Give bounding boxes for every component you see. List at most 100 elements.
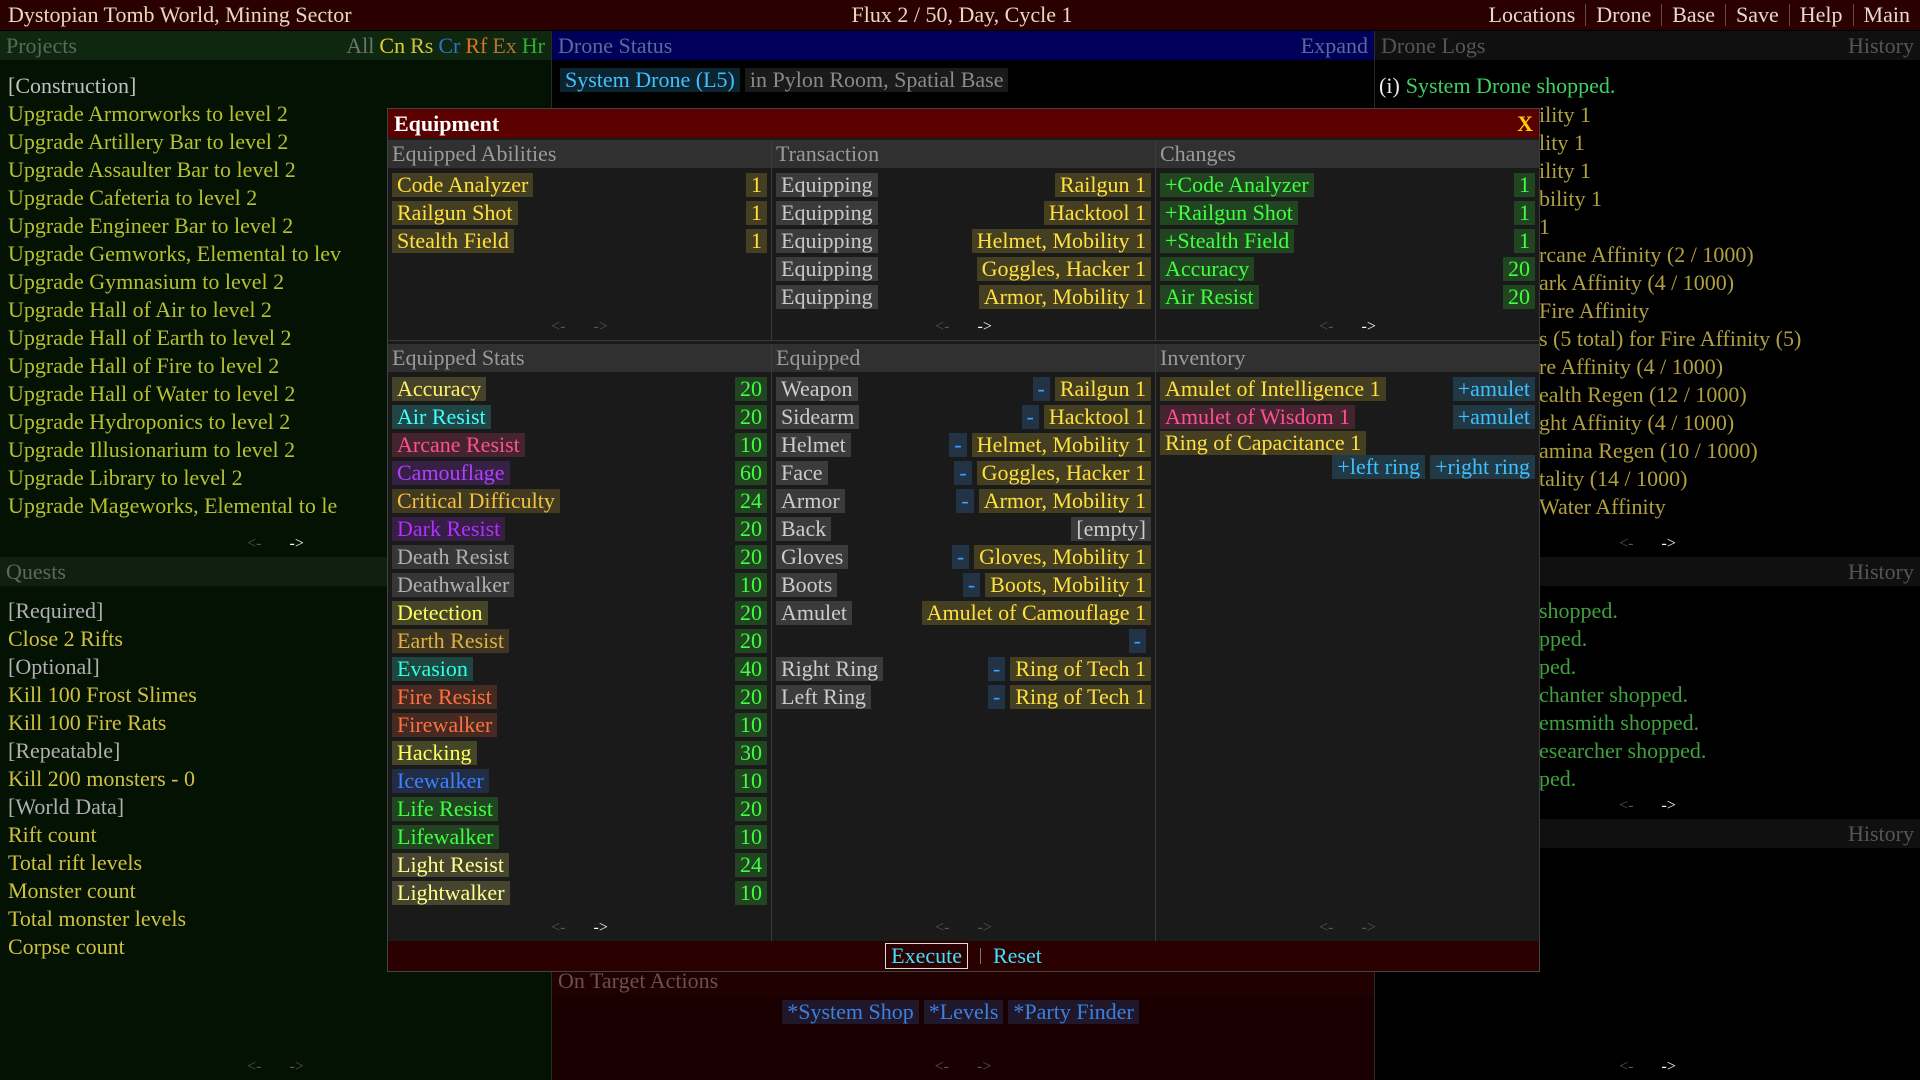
menu-item[interactable]: Locations <box>1488 2 1576 27</box>
pager-prev[interactable]: <- <box>551 919 566 936</box>
unequip-button[interactable]: - <box>951 545 970 569</box>
list-item[interactable]: Total monster levels <box>8 906 187 931</box>
list-item[interactable]: Upgrade Illusionarium to level 2 <box>8 437 296 462</box>
unequip-button[interactable]: - <box>988 685 1006 709</box>
list-item[interactable]: Upgrade Hall of Fire to level 2 <box>8 353 280 378</box>
pager-next[interactable]: -> <box>1661 797 1676 814</box>
pager-next[interactable]: -> <box>593 919 608 936</box>
inventory-item[interactable]: Amulet of Intelligence 1 <box>1160 377 1386 401</box>
action-list: *System Shop *Levels *Party Finder <box>552 1000 1374 1024</box>
ability-value: 1 <box>746 201 767 225</box>
unequip-button[interactable]: - <box>1021 405 1039 429</box>
list-item[interactable]: Kill 200 monsters - 0 <box>8 766 195 791</box>
unequip-button[interactable]: - <box>949 433 967 457</box>
panel-title: Quests <box>6 559 66 584</box>
pager-prev[interactable]: <- <box>1619 797 1634 814</box>
equip-button[interactable]: +amulet <box>1452 377 1535 401</box>
list-item[interactable]: Upgrade Gemworks, Elemental to lev <box>8 241 341 266</box>
pager-prev[interactable]: <- <box>934 1058 949 1075</box>
equip-button[interactable]: +amulet <box>1452 405 1535 429</box>
section-header: Equipped Abilities <box>388 140 771 168</box>
unequip-button[interactable]: - <box>956 489 974 513</box>
action-button[interactable]: *Levels <box>923 1000 1004 1024</box>
list-item[interactable]: Kill 100 Frost Slimes <box>8 682 197 707</box>
pager-prev[interactable]: <- <box>1319 919 1334 936</box>
filter[interactable]: Rs <box>410 33 434 58</box>
unequip-button[interactable]: - <box>954 461 972 485</box>
list-item[interactable]: Upgrade Assaulter Bar to level 2 <box>8 157 296 182</box>
pager-next[interactable]: -> <box>1361 919 1376 936</box>
list-item[interactable]: Monster count <box>8 878 136 903</box>
pager-next[interactable]: -> <box>977 919 992 936</box>
unequip-button[interactable]: - <box>1032 377 1050 401</box>
list-item[interactable]: Upgrade Library to level 2 <box>8 465 243 490</box>
list-item[interactable]: Corpse count <box>8 934 125 959</box>
unequip-button[interactable]: - <box>988 657 1006 681</box>
menu-item[interactable]: Help <box>1788 4 1853 26</box>
pager-prev[interactable]: <- <box>247 535 262 552</box>
pager-next[interactable]: -> <box>289 1058 304 1075</box>
history-button[interactable]: History <box>1848 559 1914 584</box>
equip-button[interactable]: +right ring <box>1430 455 1535 479</box>
pager-prev[interactable]: <- <box>1619 1058 1634 1075</box>
section-body: Weapon - Railgun 1 Sidearm - Hacktool 1 Helmet… <box>772 372 1155 711</box>
drone-name[interactable]: System Drone (L5) <box>560 68 740 92</box>
action-button[interactable]: *Party Finder <box>1008 1000 1139 1024</box>
list-item[interactable]: Upgrade Engineer Bar to level 2 <box>8 213 294 238</box>
filter[interactable]: Cr <box>438 33 461 58</box>
list-item[interactable]: Rift count <box>8 822 97 847</box>
transaction-row: Equipping Goggles, Hacker 1 <box>776 255 1151 283</box>
history-button[interactable]: History <box>1848 33 1914 58</box>
transaction-action: Equipping <box>776 229 878 253</box>
list-item[interactable]: Upgrade Mageworks, Elemental to le <box>8 493 338 518</box>
stat-name: Earth Resist <box>392 629 509 653</box>
expand-button[interactable]: Expand <box>1300 33 1368 58</box>
list-item[interactable]: Close 2 Rifts <box>8 626 123 651</box>
list-item[interactable]: Kill 100 Fire Rats <box>8 710 167 735</box>
list-heading: [Construction] <box>8 73 137 98</box>
list-item[interactable]: Upgrade Hall of Air to level 2 <box>8 297 272 322</box>
filter[interactable]: Hr <box>521 33 545 58</box>
filter[interactable]: Ex <box>492 33 517 58</box>
inventory-item[interactable]: Ring of Capacitance 1 <box>1160 431 1367 455</box>
pager-next[interactable]: -> <box>977 1058 992 1075</box>
action-button[interactable]: *System Shop <box>782 1000 919 1024</box>
menu-item[interactable]: Save <box>1725 4 1789 26</box>
list-item[interactable]: Total rift levels <box>8 850 143 875</box>
log-entry: ealth Regen (12 / 1000) <box>1539 382 1747 407</box>
unequip-button[interactable]: - <box>962 573 981 597</box>
list-item[interactable]: Upgrade Hydroponics to level 2 <box>8 409 291 434</box>
pager-next[interactable]: -> <box>289 535 304 552</box>
pager-next[interactable]: -> <box>977 318 992 335</box>
menu-item[interactable]: Base <box>1661 4 1725 26</box>
execute-button[interactable]: Execute <box>885 943 968 969</box>
equip-button[interactable]: +left ring <box>1332 455 1426 479</box>
pager-next[interactable]: -> <box>1361 318 1376 335</box>
menu-item[interactable]: Drone <box>1585 4 1661 26</box>
pager-next[interactable]: -> <box>1661 535 1676 552</box>
pager-prev[interactable]: <- <box>1619 535 1634 552</box>
filter[interactable]: Rf <box>465 33 488 58</box>
list-item[interactable]: Upgrade Cafeteria to level 2 <box>8 185 258 210</box>
list-item[interactable]: Upgrade Gymnasium to level 2 <box>8 269 285 294</box>
list-item[interactable]: Upgrade Armorworks to level 2 <box>8 101 288 126</box>
log-list: shopped. pped. ped. chanter shopped. emsmith… <box>1539 597 1920 793</box>
close-button[interactable]: X <box>1517 111 1533 136</box>
pager-next[interactable]: -> <box>593 318 608 335</box>
inventory-item[interactable]: Amulet of Wisdom 1 <box>1160 405 1356 429</box>
history-button[interactable]: History <box>1848 821 1914 846</box>
list-item[interactable]: Upgrade Artillery Bar to level 2 <box>8 129 289 154</box>
filter[interactable]: All <box>346 33 375 58</box>
pager-prev[interactable]: <- <box>1319 318 1334 335</box>
list-item[interactable]: Upgrade Hall of Water to level 2 <box>8 381 296 406</box>
pager-prev[interactable]: <- <box>551 318 566 335</box>
pager-next[interactable]: -> <box>1661 1058 1676 1075</box>
pager-prev[interactable]: <- <box>247 1058 262 1075</box>
pager-prev[interactable]: <- <box>935 318 950 335</box>
filter[interactable]: Cn <box>379 33 406 58</box>
pager-prev[interactable]: <- <box>935 919 950 936</box>
list-item[interactable]: Upgrade Hall of Earth to level 2 <box>8 325 292 350</box>
menu-item[interactable]: Main <box>1852 4 1920 26</box>
reset-button[interactable]: Reset <box>992 943 1042 968</box>
unequip-button[interactable]: - <box>1128 629 1146 653</box>
